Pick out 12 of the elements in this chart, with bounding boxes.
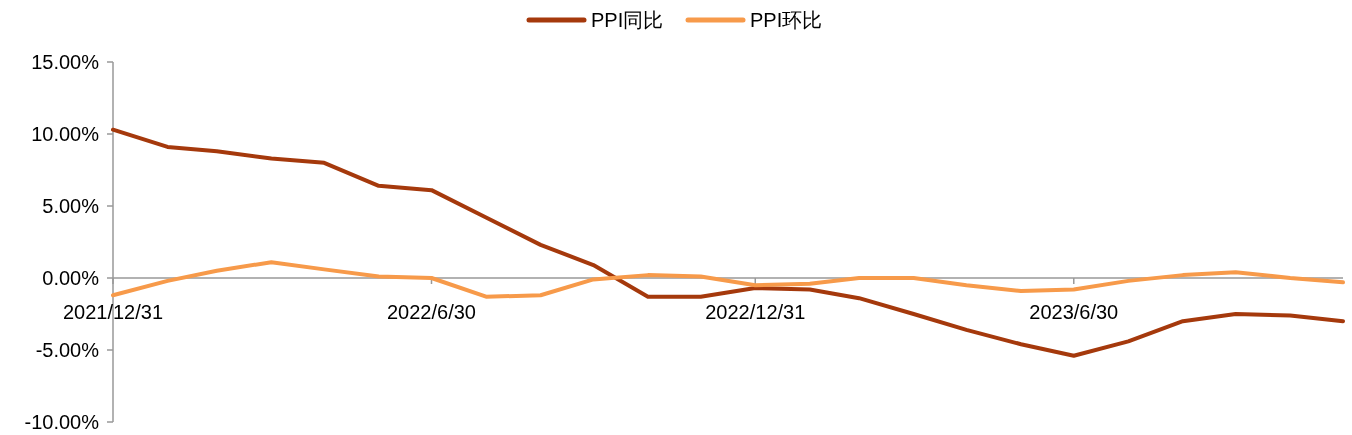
y-tick-label: -5.00% — [35, 339, 100, 361]
y-tick-label: 15.00% — [31, 51, 100, 73]
y-tick-label: 10.00% — [31, 123, 100, 145]
x-tick-label: 2022/12/31 — [705, 301, 806, 323]
legend-label: PPI同比 — [591, 9, 664, 31]
x-tick-label: 2022/6/30 — [387, 301, 476, 323]
y-tick-label: -10.00% — [24, 411, 100, 433]
y-tick-label: 5.00% — [42, 195, 100, 217]
x-tick-label: 2021/12/31 — [62, 301, 164, 323]
y-tick-label: 0.00% — [42, 267, 100, 289]
x-tick-label: 2023/6/30 — [1029, 301, 1119, 323]
legend-label: PPI环比 — [750, 9, 823, 31]
